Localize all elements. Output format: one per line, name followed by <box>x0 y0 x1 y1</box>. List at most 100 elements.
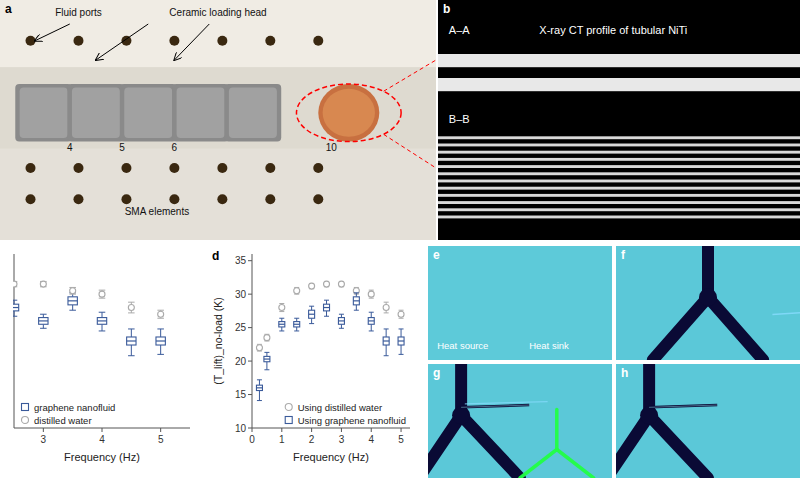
error-cap <box>157 318 164 319</box>
panel-label: a <box>5 2 12 16</box>
whisker <box>401 345 402 354</box>
whisker <box>371 312 372 317</box>
annotation: Fluid ports <box>55 7 102 18</box>
panel-label: f <box>621 248 626 262</box>
median <box>13 307 19 308</box>
y-tick <box>248 394 252 395</box>
median <box>68 300 77 301</box>
sma-element <box>120 84 177 142</box>
median <box>127 340 136 341</box>
median <box>338 320 344 321</box>
whisker-cap <box>279 330 284 331</box>
y-tick-label: 20 <box>235 356 247 367</box>
median <box>294 324 300 325</box>
fluorescence <box>557 450 594 479</box>
annotation: Heat source <box>437 340 488 351</box>
y-tick <box>248 327 252 328</box>
thin-band <box>438 136 800 139</box>
point <box>338 281 344 287</box>
x-tick <box>371 428 372 432</box>
whisker-cap <box>324 300 329 301</box>
whisker-cap <box>399 354 404 355</box>
box <box>383 337 389 345</box>
legend-label: Using distilled water <box>298 402 382 413</box>
point <box>256 345 262 351</box>
median <box>398 340 404 341</box>
box <box>97 318 106 325</box>
whisker-cap <box>13 300 17 301</box>
port-dot <box>313 163 323 173</box>
whisker-cap <box>309 323 314 324</box>
annotation: B–B <box>449 113 470 125</box>
bottom-section <box>0 149 436 240</box>
port-dot <box>217 163 227 173</box>
whisker <box>326 300 327 304</box>
whisker-cap <box>157 354 164 355</box>
tube-leg <box>653 297 708 360</box>
box <box>13 304 19 311</box>
point <box>279 305 285 311</box>
plot-area <box>13 281 165 356</box>
legend-marker <box>22 404 29 411</box>
port-dot <box>217 36 227 46</box>
box <box>338 318 344 325</box>
whisker-cap <box>257 400 262 401</box>
thin-band <box>438 158 800 161</box>
whisker-cap <box>128 328 135 329</box>
whisker-cap <box>128 355 135 356</box>
x-tick <box>43 428 44 432</box>
whisker <box>266 362 267 370</box>
annotation: Ceramic loading head <box>169 7 266 18</box>
whisker-cap <box>399 328 404 329</box>
top-rail <box>0 0 436 67</box>
sma-element-highlight <box>229 88 277 138</box>
annotation: 4 <box>67 142 73 153</box>
x-axis-label: Frequency (Hz) <box>293 451 369 463</box>
tube-leg <box>649 415 708 478</box>
y-tick-label: 30 <box>235 289 247 300</box>
thin-band <box>438 165 800 168</box>
annotation: X-ray CT profile of tubular NiTi <box>539 24 687 36</box>
box <box>309 310 315 318</box>
background <box>0 0 436 240</box>
legend-label: graphene nanofluid <box>34 402 115 413</box>
x-tick <box>281 428 282 432</box>
error-cap <box>279 311 284 312</box>
x-tick-label: 5 <box>398 434 404 445</box>
sma-element-highlight <box>177 88 225 138</box>
highlight-line <box>772 312 800 314</box>
whisker <box>311 318 312 323</box>
median <box>264 358 270 359</box>
whisker <box>131 345 132 356</box>
whisker <box>341 324 342 328</box>
whisker-cap <box>369 330 374 331</box>
whisker-cap <box>339 328 344 329</box>
x-axis-label: Frequency (Hz) <box>64 451 140 463</box>
thin-band <box>438 216 800 219</box>
background <box>438 0 800 240</box>
arrow <box>174 24 209 60</box>
box <box>68 297 77 305</box>
box <box>353 297 359 305</box>
arrow <box>35 24 70 41</box>
y-tick <box>248 294 252 295</box>
y-tick-label: 35 <box>235 255 247 266</box>
error-cap <box>99 298 106 299</box>
point <box>309 283 315 289</box>
point <box>99 291 105 297</box>
box <box>368 318 374 325</box>
background <box>428 246 612 360</box>
thin-band <box>438 180 800 183</box>
error-cap <box>384 302 389 303</box>
error-cap <box>99 290 106 291</box>
box <box>127 337 136 345</box>
port-dot <box>121 36 131 46</box>
x-tick-label: 0 <box>249 434 255 445</box>
point <box>324 281 330 287</box>
box <box>294 322 300 327</box>
whisker-cap <box>354 292 359 293</box>
x-tick-label: 4 <box>368 434 374 445</box>
panel-label: e <box>433 248 440 262</box>
thin-band <box>438 187 800 190</box>
x-axis-line <box>252 428 410 429</box>
